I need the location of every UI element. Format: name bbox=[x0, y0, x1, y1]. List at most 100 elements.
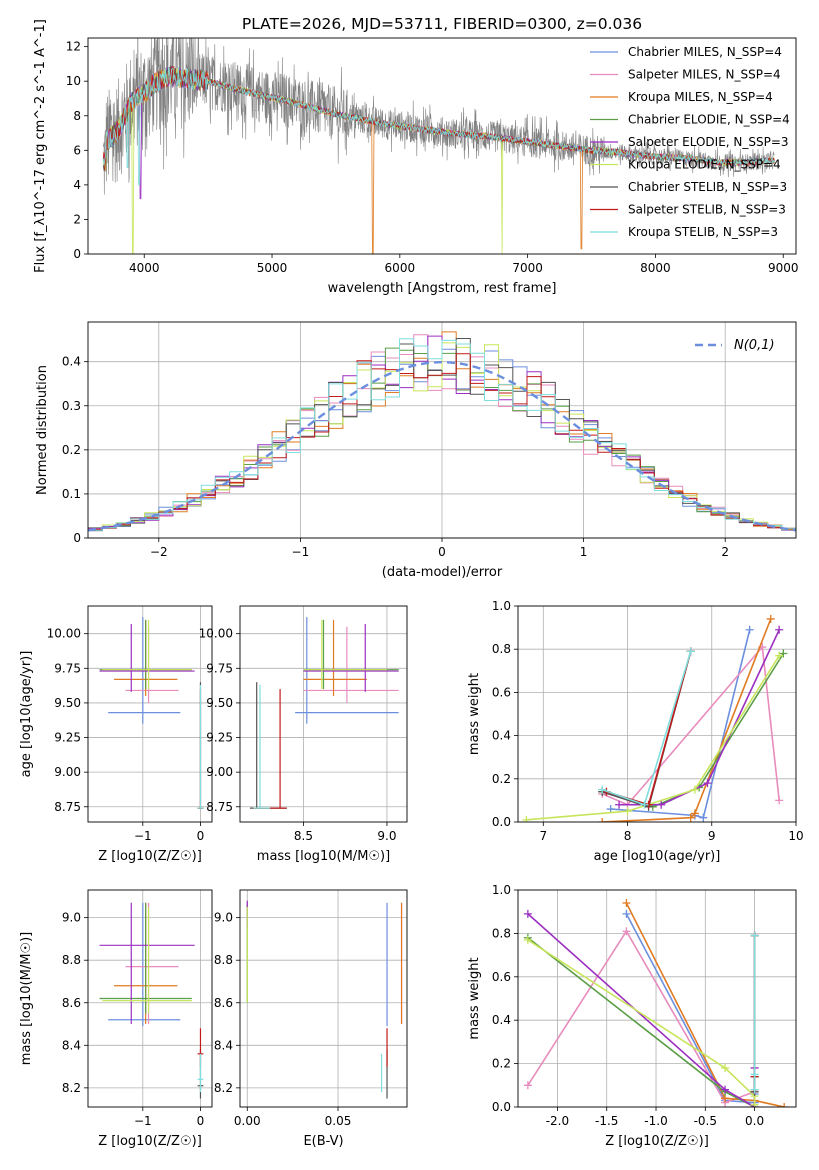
x-tick-label: −1 bbox=[134, 1114, 152, 1128]
x-tick-label: 0.05 bbox=[325, 1114, 352, 1128]
y-tick-label: 12 bbox=[66, 40, 81, 54]
x-tick-label: −1 bbox=[134, 829, 152, 843]
y-tick-label: 0.2 bbox=[492, 772, 511, 786]
y-tick-label: 0 bbox=[73, 247, 81, 261]
weight-marker-5 bbox=[775, 651, 784, 660]
y-tick-label: 0.2 bbox=[62, 443, 81, 457]
panel-age_vs_Z: −1 0 8.75 9.00 9.25 9.50 9.75 10.00 Z [log10(Z/Z… bbox=[19, 605, 213, 864]
x-axis-label: wavelength [Angstrom, rest frame] bbox=[328, 281, 557, 296]
y-tick-label: 9.75 bbox=[54, 661, 81, 675]
x-tick-label: 7 bbox=[539, 829, 547, 843]
normal-curve bbox=[88, 360, 796, 532]
y-axis-label: mass [log10(M/M☉)] bbox=[19, 932, 34, 1065]
figure-title: PLATE=2026, MJD=53711, FIBERID=0300, z=0… bbox=[242, 15, 642, 33]
x-tick-label: 5000 bbox=[257, 261, 288, 275]
plot-area bbox=[99, 617, 204, 809]
y-tick-label: 8.2 bbox=[214, 1081, 233, 1095]
weight-marker-5 bbox=[721, 1063, 730, 1072]
y-tick-label: 9.25 bbox=[206, 731, 233, 745]
y-tick-label: 8.75 bbox=[54, 800, 81, 814]
y-tick-label: 8.8 bbox=[62, 953, 81, 967]
weight-marker-0 bbox=[622, 909, 631, 918]
weight-line-5 bbox=[527, 939, 756, 1105]
legend-label-3: Chabrier ELODIE, N_SSP=4 bbox=[628, 113, 790, 127]
weight-marker-2 bbox=[690, 809, 699, 818]
weight-line-7 bbox=[606, 651, 692, 806]
y-tick-label: 0.0 bbox=[492, 1100, 511, 1114]
observed-spectrum bbox=[103, 38, 775, 195]
weight-marker-2 bbox=[780, 1103, 789, 1107]
weight-marker-1 bbox=[622, 927, 631, 936]
weight-line-5 bbox=[526, 655, 780, 821]
residual-histogram-1 bbox=[88, 334, 796, 531]
panel-mass_vs_Z: −1 0 8.2 8.4 8.6 8.8 9.0 Z [log10(Z/Z☉)] mass [l… bbox=[19, 889, 213, 1149]
y-tick-label: 4 bbox=[73, 178, 81, 192]
weight-marker-8 bbox=[598, 785, 607, 794]
weight-marker-8 bbox=[640, 800, 649, 809]
weight-line-1 bbox=[601, 645, 780, 806]
x-axis-label: (data-model)/error bbox=[382, 565, 503, 580]
y-tick-label: 0.3 bbox=[62, 399, 81, 413]
x-tick-label: 6000 bbox=[385, 261, 416, 275]
x-tick-label: 2 bbox=[721, 545, 729, 559]
x-tick-label: 10 bbox=[788, 829, 803, 843]
weight-marker-8 bbox=[750, 1070, 759, 1079]
y-tick-label: 9.00 bbox=[206, 765, 233, 779]
weight-marker-8 bbox=[750, 1085, 759, 1094]
weight-marker-0 bbox=[606, 805, 615, 814]
axes-frame bbox=[87, 889, 213, 1108]
weight-marker-4 bbox=[523, 909, 532, 918]
y-tick-label: 8.75 bbox=[206, 800, 233, 814]
x-tick-label: 9 bbox=[708, 829, 716, 843]
plot-area bbox=[523, 899, 789, 1107]
x-tick-label: -1.0 bbox=[644, 1114, 667, 1128]
legend-label-5: Kroupa ELODIE, N_SSP=4 bbox=[628, 158, 781, 172]
legend-label-6: Chabrier STELIB, N_SSP=3 bbox=[628, 180, 787, 194]
plot-area bbox=[102, 38, 775, 254]
y-tick-label: 8.4 bbox=[214, 1038, 233, 1052]
y-axis-label: mass weight bbox=[467, 957, 482, 1039]
x-tick-label: 4000 bbox=[129, 261, 160, 275]
panel-weight_vs_Z: -2.0 -1.5 -1.0 -0.5 0.0 0.0 0.2 0.4 0.6 0.8 1.0 Z [… bbox=[467, 883, 797, 1149]
weight-marker-5 bbox=[690, 785, 699, 794]
x-tick-label: −1 bbox=[292, 545, 310, 559]
y-axis-label: age [log10(age/yr)] bbox=[19, 651, 34, 778]
legend-label-7: Salpeter STELIB, N_SSP=3 bbox=[628, 203, 786, 217]
y-tick-label: 8 bbox=[73, 109, 81, 123]
residual-histogram-8 bbox=[88, 338, 796, 531]
weight-line-1 bbox=[527, 929, 755, 1104]
axes-frame bbox=[239, 889, 408, 1108]
y-axis-label: Flux [f_λ10^-17 erg cm^-2 s^-1 A^-1] bbox=[33, 19, 48, 273]
y-tick-label: 9.00 bbox=[54, 765, 81, 779]
weight-line-2 bbox=[602, 618, 772, 822]
y-tick-label: 9.75 bbox=[206, 661, 233, 675]
panel-spectrum: 4000 5000 6000 7000 8000 9000 0 2 4 6 8 10 12 wavelen… bbox=[33, 19, 798, 296]
weight-marker-8 bbox=[750, 931, 759, 940]
y-tick-label: 0.4 bbox=[492, 729, 511, 743]
weight-marker-4 bbox=[775, 625, 784, 634]
weight-marker-4 bbox=[703, 779, 712, 788]
weight-marker-4 bbox=[657, 800, 666, 809]
weight-marker-5 bbox=[523, 935, 532, 944]
y-tick-label: 9.50 bbox=[54, 696, 81, 710]
y-tick-label: 0.4 bbox=[492, 1013, 511, 1027]
x-tick-label: -0.5 bbox=[694, 1114, 717, 1128]
y-axis-label: mass weight bbox=[467, 673, 482, 755]
x-tick-label: 0 bbox=[197, 829, 205, 843]
panel-residuals: −2 −1 0 1 2 0 0.1 0.2 0.3 0.4 (data-model)/error No… bbox=[35, 321, 797, 580]
y-tick-label: 9.0 bbox=[214, 911, 233, 925]
weight-marker-8 bbox=[686, 647, 695, 656]
weight-marker-0 bbox=[699, 813, 708, 822]
weight-line-3 bbox=[527, 937, 756, 1107]
weight-marker-4 bbox=[615, 800, 624, 809]
weight-marker-3 bbox=[779, 649, 788, 658]
panel-age_vs_mass: 8.5 9.0 8.75 9.00 9.25 9.50 9.75 10.00 mass [log… bbox=[199, 605, 408, 864]
y-tick-label: 9.50 bbox=[206, 696, 233, 710]
panel-mass_vs_EBV: 0.00 0.05 8.2 8.4 8.6 8.8 9.0 E(B-V) bbox=[214, 889, 408, 1149]
x-axis-label: Z [log10(Z/Z☉)] bbox=[605, 1134, 709, 1149]
weight-marker-4 bbox=[721, 1085, 730, 1094]
residual-histogram-5 bbox=[88, 342, 796, 531]
legend-label-4: Salpeter ELODIE, N_SSP=3 bbox=[628, 135, 789, 149]
x-tick-label: 9.0 bbox=[377, 829, 396, 843]
